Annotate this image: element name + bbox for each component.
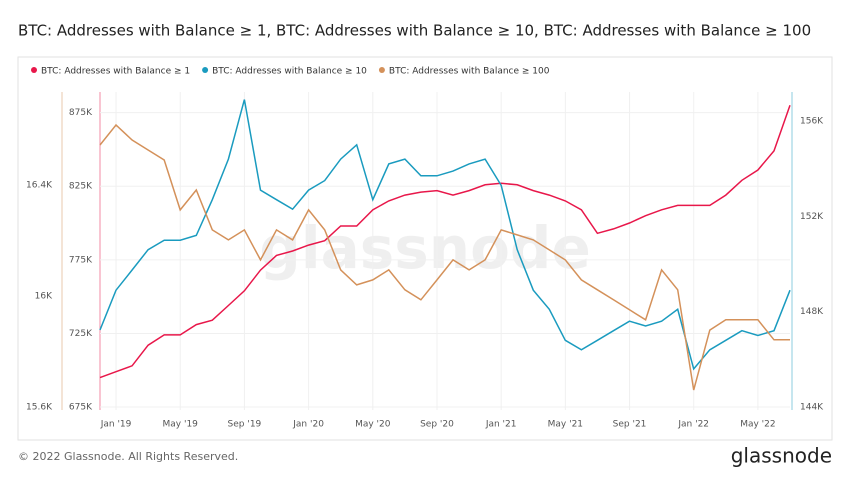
y-tick-label: 148K bbox=[800, 307, 824, 317]
x-tick-label: Sep '20 bbox=[420, 420, 454, 430]
x-tick-label: May '19 bbox=[163, 420, 199, 430]
series-line bbox=[99, 123, 790, 391]
y-tick-label: 875K bbox=[69, 108, 93, 118]
y-tick-label: 775K bbox=[69, 255, 93, 265]
chart-frame bbox=[17, 56, 833, 441]
y-tick-label: 16K bbox=[35, 291, 53, 301]
series-line bbox=[99, 105, 791, 379]
x-tick-label: May '21 bbox=[548, 420, 583, 430]
y-tick-label: 16.4K bbox=[26, 180, 53, 190]
legend-marker bbox=[202, 67, 209, 73]
legend-label: BTC: Addresses with Balance ≥ 10 bbox=[212, 67, 367, 77]
watermark: glassnode bbox=[259, 214, 591, 282]
x-tick-label: May '22 bbox=[740, 420, 775, 430]
y-tick-label: 725K bbox=[69, 329, 93, 339]
chart-title: BTC: Addresses with Balance ≥ 1, BTC: Ad… bbox=[18, 22, 811, 40]
y-tick-label: 156K bbox=[800, 117, 824, 127]
legend-marker bbox=[31, 67, 37, 73]
y-tick-label: 15.6K bbox=[26, 402, 53, 412]
series-line bbox=[99, 99, 791, 371]
y-tick-label: 152K bbox=[800, 212, 824, 222]
x-tick-label: May '20 bbox=[355, 420, 391, 430]
y-tick-label: 144K bbox=[800, 402, 824, 412]
legend-marker bbox=[378, 67, 385, 73]
legend-label: BTC: Addresses with Balance ≥ 100 bbox=[389, 67, 550, 77]
x-tick-label: Jan '20 bbox=[292, 420, 324, 430]
x-tick-label: Sep '21 bbox=[613, 420, 647, 430]
footer: © 2022 Glassnode. All Rights Reserved. bbox=[18, 450, 238, 463]
x-tick-label: Jan '21 bbox=[485, 420, 517, 430]
x-tick-label: Jan '19 bbox=[100, 420, 132, 430]
brand: glassnode bbox=[731, 444, 832, 468]
legend-label: BTC: Addresses with Balance ≥ 1 bbox=[41, 67, 190, 77]
x-tick-label: Sep '19 bbox=[228, 420, 262, 430]
x-tick-label: Jan '22 bbox=[677, 420, 709, 430]
y-tick-label: 675K bbox=[69, 403, 93, 413]
y-tick-label: 825K bbox=[69, 182, 93, 192]
